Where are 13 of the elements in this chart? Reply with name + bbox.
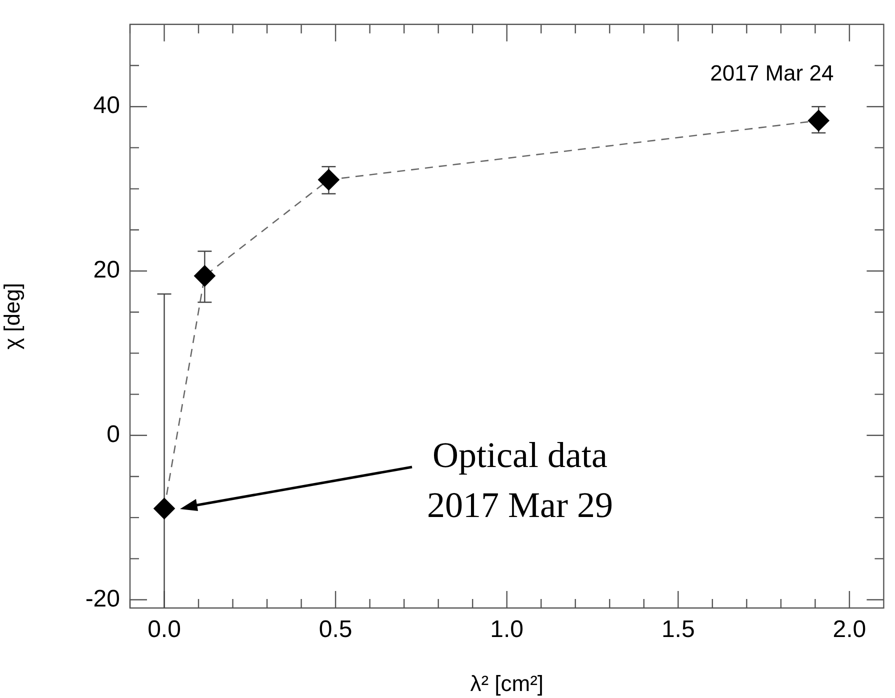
y-tick-label: 40 — [93, 92, 120, 120]
y-tick-label: -20 — [85, 585, 120, 612]
y-tick-label: 0 — [106, 421, 120, 448]
x-tick-label: 1.5 — [661, 616, 695, 644]
x-tick-label: 2.0 — [832, 616, 866, 644]
y-axis-title: χ [deg] — [0, 282, 24, 350]
x-axis-title: λ² [cm²] — [470, 670, 544, 696]
annotation: Optical data 2017 Mar 29 — [427, 435, 613, 525]
x-tick-label: 0.5 — [318, 616, 352, 644]
annotation: 2017 Mar 24 — [710, 60, 834, 86]
y-tick-label: 20 — [93, 256, 120, 284]
x-tick-label: 1.0 — [490, 616, 524, 644]
x-tick-label: 0.0 — [148, 616, 181, 644]
